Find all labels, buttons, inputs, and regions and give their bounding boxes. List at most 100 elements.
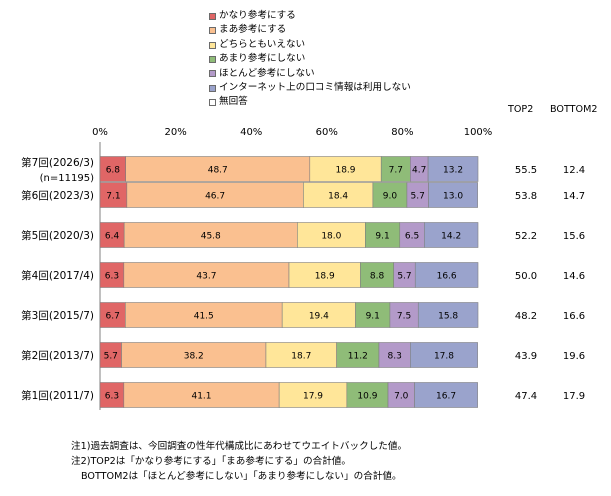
legend-swatch	[209, 41, 216, 49]
legend-swatch	[209, 70, 216, 78]
x-tick-label: 100%	[464, 127, 493, 138]
category-label: 第7回(2026/3)	[21, 156, 94, 169]
legend-label: インターネット上の口コミ情報は利用しない	[219, 82, 411, 94]
bar-segment	[355, 302, 391, 328]
legend-label: まあ参考にする	[219, 24, 287, 36]
data-label: 46.7	[205, 192, 225, 202]
bar-segment	[389, 302, 419, 328]
bar-segment	[123, 222, 298, 248]
legend-item: ほとんど参考にしない	[209, 67, 411, 81]
data-label: 6.5	[405, 232, 419, 242]
bottom2-value: 19.6	[563, 351, 585, 362]
bottom2-header: BOTTOM2	[550, 104, 598, 115]
bar-segment	[387, 382, 415, 408]
category-label: 第5回(2020/3)	[21, 229, 94, 242]
data-label: 45.8	[201, 232, 221, 242]
bar-segment	[278, 382, 348, 408]
bar-segment	[265, 342, 337, 368]
category-label: 第1回(2011/7)	[21, 389, 94, 402]
data-label: 43.7	[196, 272, 216, 282]
bar-segment	[365, 222, 401, 248]
data-label: 18.4	[328, 192, 348, 202]
data-label: 8.8	[370, 272, 385, 282]
data-label: 13.0	[443, 192, 463, 202]
bar-segment	[428, 182, 478, 208]
category-label: 第3回(2015/7)	[21, 309, 94, 322]
data-label: 9.1	[366, 312, 380, 322]
data-label: 6.8	[106, 166, 121, 176]
bar-segment	[99, 302, 126, 328]
legend-label: ほとんど参考にしない	[219, 67, 315, 79]
legend-swatch	[209, 12, 216, 20]
data-label: 15.8	[438, 312, 458, 322]
x-tick-label: 60%	[316, 127, 338, 138]
bar-segment	[410, 342, 478, 368]
category-label: 第6回(2023/3)	[21, 189, 94, 202]
data-label: 41.1	[191, 392, 211, 402]
legend-item: かなり参考にする	[209, 9, 411, 23]
data-label: 11.2	[348, 352, 368, 362]
bar-segment	[414, 382, 478, 408]
bottom2-value: 15.6	[563, 231, 585, 242]
note-3: BOTTOM2は「ほとんど参考にしない」「あまり参考にしない」の合計値。	[81, 471, 402, 482]
category-label: 第4回(2017/4)	[21, 269, 94, 282]
bar-segment	[360, 262, 395, 288]
data-label: 14.2	[441, 232, 461, 242]
legend-item: あまり参考にしない	[209, 52, 411, 66]
top2-value: 48.2	[515, 311, 537, 322]
data-label: 6.7	[105, 312, 119, 322]
bar-segment	[125, 156, 311, 182]
bar-segment	[288, 262, 361, 288]
bar-segment	[303, 182, 374, 208]
legend-item: どちらともいえない	[209, 38, 411, 52]
x-tick-label: 0%	[92, 127, 108, 138]
bar-segment	[424, 222, 479, 248]
bar-segment	[121, 342, 267, 368]
bottom2-value: 14.7	[563, 191, 585, 202]
data-label: 4.7	[412, 166, 426, 176]
legend: かなり参考にする まあ参考にするどちらともいえない あまり参考にしない ほとんど参考に…	[209, 9, 411, 110]
legend-item: まあ参考にする	[209, 23, 411, 37]
data-label: 6.3	[105, 392, 119, 402]
legend-label: かなり参考にする	[219, 10, 296, 21]
data-label: 7.5	[397, 312, 411, 322]
data-label: 13.2	[443, 166, 463, 176]
legend-swatch	[209, 27, 216, 35]
bar-segment	[99, 182, 128, 208]
bottom2-value: 16.6	[563, 311, 585, 322]
bottom2-value: 17.9	[563, 391, 585, 402]
legend-swatch	[209, 99, 216, 107]
data-label: 7.0	[394, 392, 409, 402]
bar-segment	[126, 182, 304, 208]
data-label: 8.3	[387, 352, 401, 362]
data-label: 18.9	[335, 166, 355, 176]
data-label: 18.0	[321, 232, 341, 242]
legend-label: どちらともいえない	[219, 38, 306, 50]
data-label: 16.6	[437, 272, 457, 282]
note-1: 注1)過去調査は、今回調査の性年代構成比にあわせてウエイトバックした値。	[71, 441, 408, 452]
data-label: 41.5	[194, 312, 214, 322]
data-label: 17.8	[434, 352, 454, 362]
top2-value: 55.5	[515, 165, 537, 176]
bar-segment	[99, 222, 125, 248]
bar-segment	[123, 382, 280, 408]
data-label: 5.7	[397, 272, 411, 282]
bar-segment	[125, 302, 283, 328]
bottom2-value: 12.4	[563, 165, 585, 176]
bar-segment	[417, 302, 479, 328]
x-tick-label: 20%	[164, 127, 186, 138]
data-label: 5.7	[104, 352, 118, 362]
category-label: 第2回(2013/7)	[21, 349, 94, 362]
legend-label: あまり参考にしない	[219, 53, 306, 65]
data-label: 10.9	[357, 392, 377, 402]
bottom2-value: 14.6	[563, 271, 585, 282]
legend-swatch	[209, 84, 216, 92]
data-label: 9.1	[375, 232, 389, 242]
top2-value: 52.2	[515, 231, 537, 242]
data-label: 18.7	[291, 352, 311, 362]
data-label: 7.1	[106, 192, 120, 202]
data-label: 7.7	[389, 166, 403, 176]
notes: 注1)過去調査は、今回調査の性年代構成比にあわせてウエイトバックした値。 注2)…	[71, 439, 407, 484]
data-label: 19.4	[309, 312, 329, 322]
